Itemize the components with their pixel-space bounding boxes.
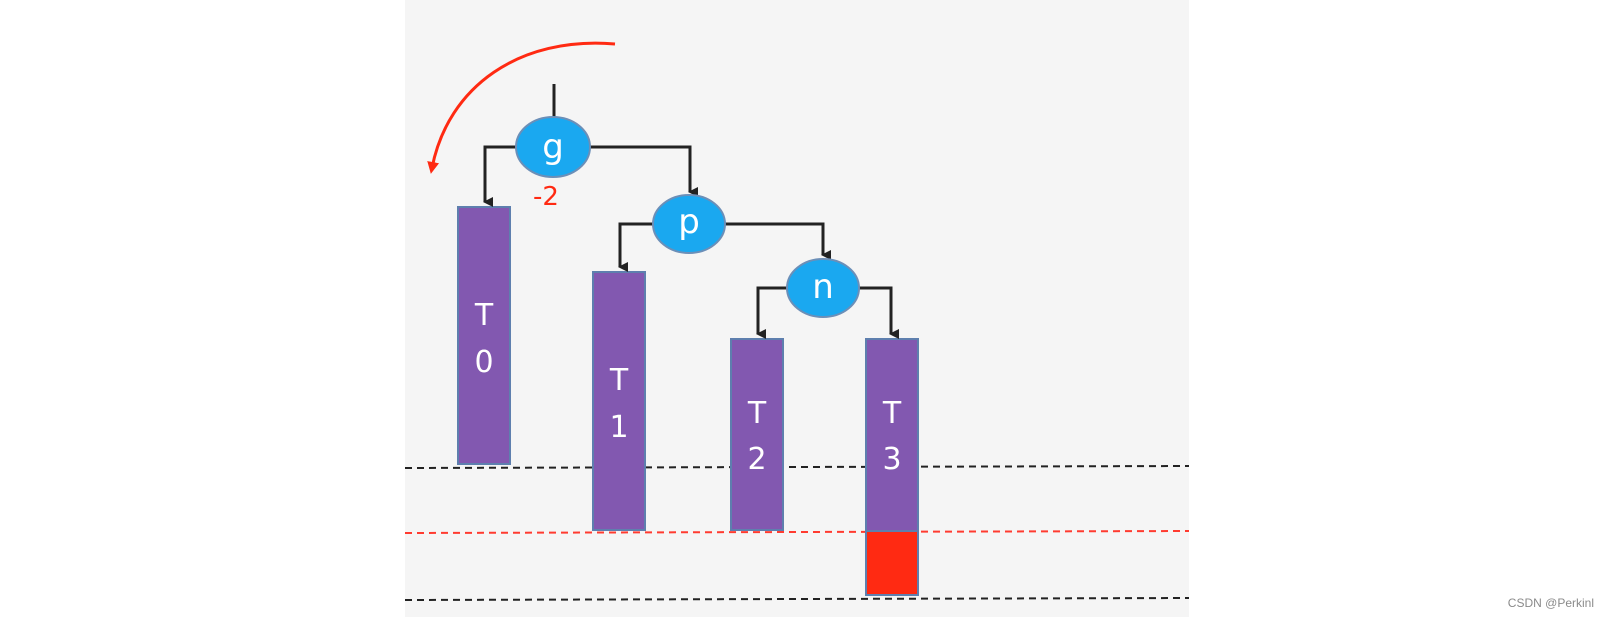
node-n-label: n — [812, 267, 834, 307]
subtree-t2-index: 2 — [747, 442, 766, 477]
subtree-t3-letter: T — [882, 396, 902, 431]
edge-n-to-t3 — [857, 286, 899, 339]
subtree-t0: T 0 — [457, 206, 511, 465]
node-g: g — [515, 116, 591, 178]
node-g-label: g — [542, 127, 564, 167]
balance-factor-g: -2 — [533, 182, 559, 212]
edge-p-to-n — [724, 222, 831, 260]
watermark-text: CSDN @Perkinl — [1507, 596, 1594, 610]
subtree-t1-letter: T — [609, 363, 629, 398]
subtree-t3-overflow-block — [865, 530, 919, 596]
edge-g-to-t0 — [483, 145, 518, 207]
height-line-upper — [404, 465, 1190, 469]
subtree-t1-index: 1 — [609, 410, 628, 445]
subtree-t3: T 3 — [865, 338, 919, 532]
counterclockwise-rotation-arrow-icon — [427, 41, 616, 174]
height-line-lower — [404, 597, 1190, 601]
edge-g-to-p — [590, 145, 698, 197]
edge-p-to-t1 — [618, 222, 655, 272]
subtree-t3-index: 3 — [882, 442, 901, 477]
subtree-t1: T 1 — [592, 271, 646, 531]
height-line-red — [404, 530, 1190, 534]
node-p-label: p — [678, 202, 700, 242]
subtree-t0-letter: T — [474, 298, 494, 333]
subtree-t2-letter: T — [747, 396, 767, 431]
node-n: n — [786, 258, 860, 318]
node-p: p — [652, 194, 726, 254]
edge-n-to-t2 — [756, 286, 789, 339]
subtree-t0-index: 0 — [474, 345, 493, 380]
subtree-t2: T 2 — [730, 338, 784, 531]
